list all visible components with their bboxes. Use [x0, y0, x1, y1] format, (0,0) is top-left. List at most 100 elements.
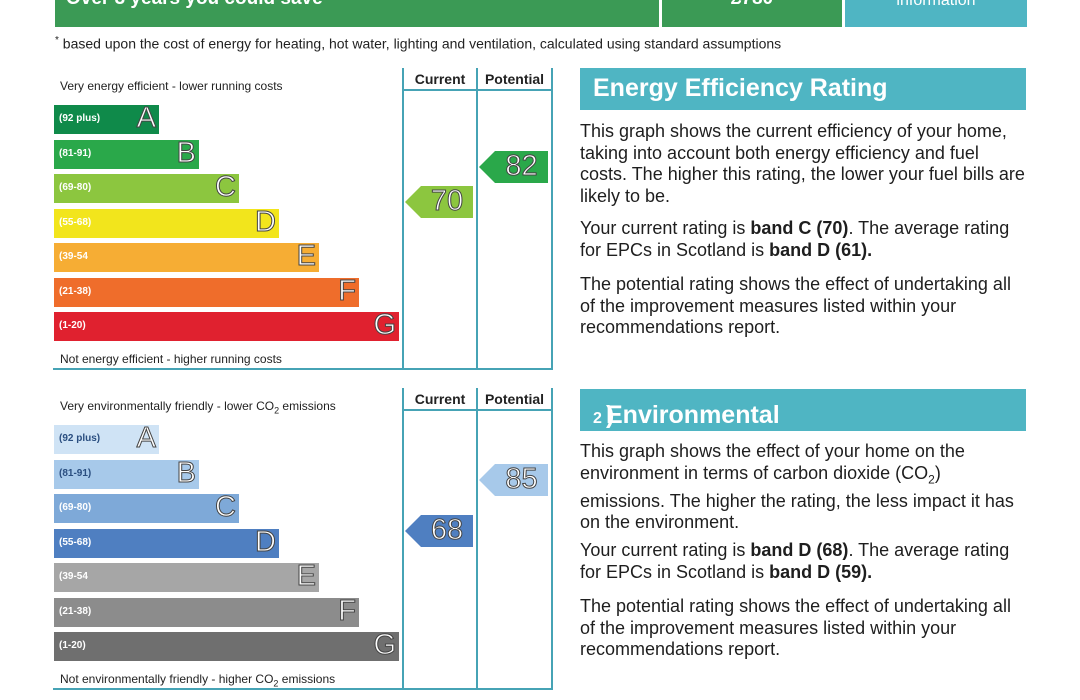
para-text: ) emissions. The higher the rating, the …	[580, 462, 1014, 533]
current-rating-value: 68	[430, 514, 464, 547]
note-text: emissions	[279, 399, 336, 413]
note-text: emissions	[278, 672, 336, 686]
potential-rating-arrow: 85	[479, 464, 548, 496]
current-rating-value: 70	[430, 185, 464, 218]
chart-header-rule	[402, 89, 553, 91]
band-g: (1-20) G	[54, 309, 399, 342]
current-band-text: band D (68)	[750, 540, 849, 560]
band-letter: E	[296, 240, 316, 273]
potential-rating-value: 82	[505, 150, 538, 183]
co2-panel-title: Environmental Impact (CO 2) Rating	[580, 389, 1026, 458]
band-letter: E	[296, 560, 316, 593]
band-letter: G	[373, 629, 397, 662]
band-range: (39-54	[59, 251, 88, 262]
co2-rating-chart: Current Potential Very environmentally f…	[53, 388, 553, 690]
potential-rating-arrow: 82	[479, 151, 548, 183]
savings-label: Over 3 years you could save	[66, 0, 323, 10]
band-range: (69-80)	[59, 182, 92, 193]
energy-panel-para-2: Your current rating is band C (70). The …	[580, 218, 1026, 261]
band-b: (81-91) B	[54, 137, 199, 170]
band-letter: D	[255, 526, 277, 559]
band-c: (69-80) C	[54, 491, 239, 524]
footnote: * based upon the cost of energy for heat…	[55, 35, 781, 52]
para-text: Your current rating is	[580, 218, 751, 238]
title-subscript: 2	[593, 410, 602, 427]
band-d: (55-68) D	[54, 526, 279, 559]
chart-top-note: Very energy efficient - lower running co…	[60, 79, 283, 93]
chart-divider	[402, 388, 404, 688]
band-c: (69-80) C	[54, 171, 239, 204]
co2-panel-para-1: This graph shows the effect of your home…	[580, 441, 1026, 534]
note-text: Very environmentally friendly - lower CO	[60, 399, 275, 413]
band-g: (1-20) G	[54, 629, 399, 662]
current-column-header: Current	[414, 71, 466, 87]
chart-top-note: Very environmentally friendly - lower CO…	[60, 399, 336, 415]
current-column-header: Current	[414, 391, 466, 407]
band-letter: G	[373, 309, 397, 342]
title-text: ) Rating	[606, 401, 684, 458]
chart-bottom-rule	[53, 688, 553, 690]
energy-rating-chart: Current Potential Very energy efficient …	[53, 68, 553, 370]
chart-bottom-note: Not environmentally friendly - higher CO…	[60, 672, 335, 688]
current-band-text: band C (70)	[750, 218, 849, 238]
band-range: (69-80)	[59, 502, 92, 513]
band-range: (55-68)	[59, 537, 92, 548]
information-box[interactable]: information	[845, 0, 1027, 27]
band-a: (92 plus) A	[54, 102, 159, 135]
chart-divider	[551, 68, 553, 368]
band-range: (81-91)	[59, 468, 92, 479]
footnote-marker: *	[55, 35, 59, 46]
energy-panel-title-text: Energy Efficiency Rating	[593, 74, 888, 102]
band-e: (39-54 E	[54, 240, 319, 273]
band-f: (21-38) F	[54, 595, 359, 628]
band-range: (55-68)	[59, 217, 92, 228]
para-text: . The average rating for EPCs in Scotlan…	[580, 540, 1010, 582]
co2-panel-title-text: Environmental Impact (CO 2) Rating	[593, 395, 780, 458]
average-band-text: band D (59).	[769, 561, 873, 582]
chart-bottom-note: Not energy efficient - higher running co…	[60, 352, 282, 366]
band-range: (81-91)	[59, 148, 92, 159]
band-e: (39-54 E	[54, 560, 319, 593]
band-letter: B	[176, 137, 196, 170]
band-letter: F	[338, 275, 357, 308]
band-letter: A	[136, 102, 156, 135]
band-range: (92 plus)	[59, 113, 101, 124]
band-b: (81-91) B	[54, 457, 199, 490]
note-subscript: 2	[274, 405, 280, 416]
average-band-text: band D (61).	[769, 239, 873, 260]
co2-panel-para-2: Your current rating is band D (68). The …	[580, 540, 1026, 583]
note-subscript: 2	[273, 678, 279, 689]
band-letter: C	[215, 491, 237, 524]
band-range: (39-54	[59, 571, 88, 582]
band-letter: B	[176, 457, 196, 490]
energy-panel-title: Energy Efficiency Rating	[580, 68, 1026, 110]
band-letter: C	[215, 171, 237, 204]
note-text: Not environmentally friendly - higher CO	[60, 672, 274, 686]
footnote-text: based upon the cost of energy for heatin…	[62, 35, 782, 52]
co2-panel-para-3: The potential rating shows the effect of…	[580, 596, 1011, 659]
chart-divider	[551, 388, 553, 688]
band-range: (21-38)	[59, 286, 92, 297]
band-letter: D	[255, 206, 277, 239]
potential-column-header: Potential	[484, 71, 545, 87]
chart-divider	[476, 388, 478, 688]
chart-header-rule	[402, 409, 553, 411]
band-range: (92 plus)	[59, 433, 101, 444]
title-text: Environmental Impact (CO	[606, 401, 780, 458]
chart-divider	[476, 68, 478, 368]
information-label: information	[896, 0, 976, 9]
band-letter: A	[136, 422, 156, 455]
potential-rating-value: 85	[505, 463, 538, 496]
band-letter: F	[338, 595, 357, 628]
savings-amount-box: £780	[662, 0, 842, 27]
band-range: (1-20)	[59, 320, 86, 331]
para-subscript: 2	[928, 472, 935, 487]
band-range: (21-38)	[59, 606, 92, 617]
para-text: Your current rating is	[580, 540, 751, 560]
band-range: (1-20)	[59, 640, 86, 651]
current-rating-arrow: 70	[405, 186, 473, 218]
chart-bottom-rule	[53, 368, 553, 370]
band-f: (21-38) F	[54, 275, 359, 308]
savings-amount: £780	[731, 0, 773, 9]
energy-panel-para-3: The potential rating shows the effect of…	[580, 274, 1011, 337]
